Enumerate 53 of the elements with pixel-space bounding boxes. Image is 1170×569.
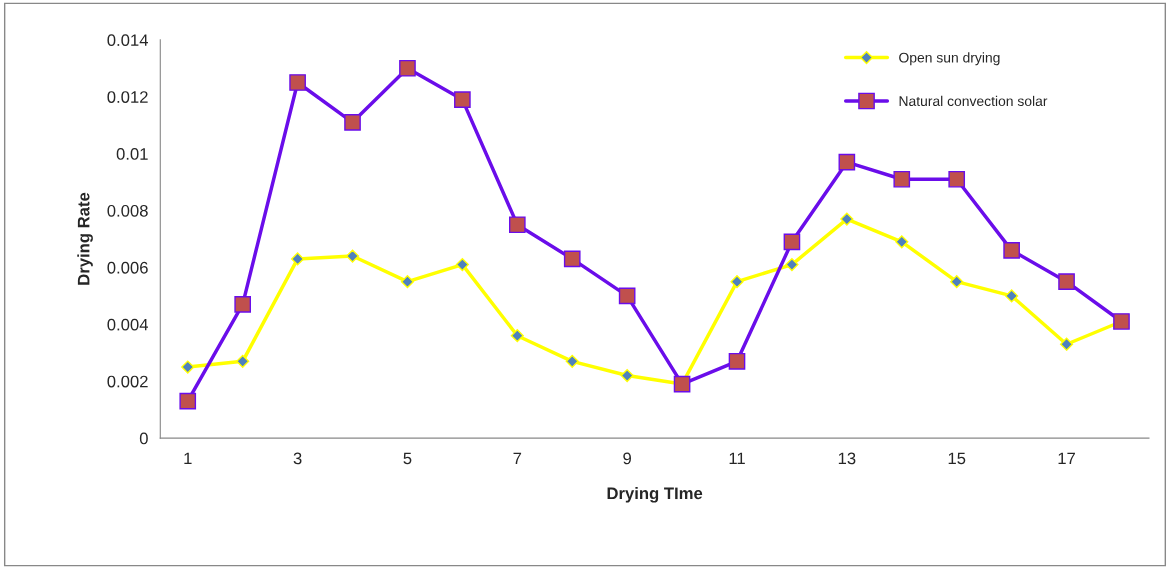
y-tick-label: 0.012 <box>107 91 148 103</box>
x-tick-label: 17 <box>1058 452 1075 465</box>
point <box>785 257 799 272</box>
point <box>840 212 854 226</box>
point <box>181 360 195 374</box>
point <box>455 257 469 272</box>
point <box>783 233 801 251</box>
x-tick-label: 3 <box>293 452 302 465</box>
point <box>620 368 634 383</box>
legend-label: Natural convection solar <box>899 95 1048 107</box>
point <box>510 329 524 343</box>
point <box>234 296 252 313</box>
point <box>838 153 856 171</box>
x-tick-label: 9 <box>623 452 631 465</box>
y-tick-label: 0 <box>139 432 148 445</box>
y-tick-label: 0.002 <box>107 375 148 388</box>
point <box>1059 337 1074 351</box>
point <box>618 287 636 305</box>
point <box>565 354 579 368</box>
point <box>948 170 966 188</box>
point <box>345 249 360 263</box>
x-tick-label: 1 <box>184 452 192 465</box>
point <box>508 216 526 234</box>
point <box>179 392 197 410</box>
point <box>895 235 909 249</box>
x-tick-label: 13 <box>838 452 856 465</box>
point <box>291 252 305 266</box>
point <box>454 91 471 108</box>
point <box>730 275 744 289</box>
point <box>344 114 361 131</box>
y-tick-label: 0.008 <box>107 204 148 217</box>
x-axis-title: Drying TIme <box>607 487 703 503</box>
x-tick-label: 11 <box>729 452 745 465</box>
point <box>563 250 581 268</box>
y-tick-label: 0.004 <box>107 318 148 331</box>
legend-label: Open sun drying <box>899 52 1000 66</box>
point <box>1003 242 1020 259</box>
point <box>1058 273 1075 290</box>
y-tick-label: 0.01 <box>116 148 148 160</box>
x-tick-label: 7 <box>513 452 522 465</box>
point <box>399 59 416 77</box>
y-tick-label: 0.006 <box>107 261 148 274</box>
x-tick-label: 5 <box>403 452 412 465</box>
point <box>728 352 746 370</box>
y-axis-title: Drying Rate <box>77 192 93 285</box>
point <box>1005 289 1019 303</box>
point <box>400 275 415 289</box>
point <box>289 74 306 91</box>
y-tick-label: 0.014 <box>107 34 148 47</box>
x-tick-label: 15 <box>948 452 966 465</box>
point <box>893 170 911 188</box>
point <box>950 275 964 289</box>
point <box>236 354 250 368</box>
